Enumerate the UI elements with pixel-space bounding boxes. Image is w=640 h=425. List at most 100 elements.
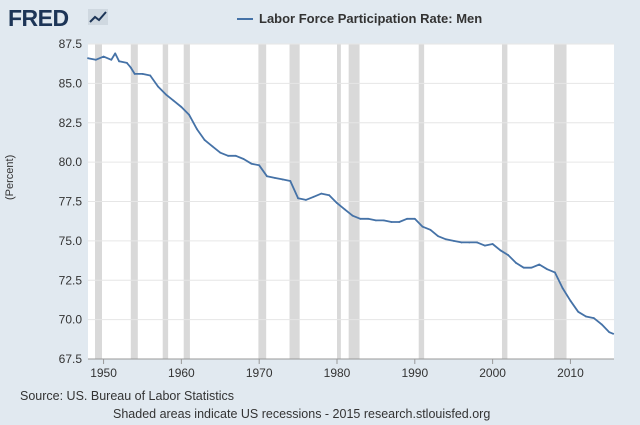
data-point [110,58,113,61]
data-point [172,99,175,102]
data-point [553,271,556,274]
data-point [343,208,346,211]
recession-band [336,44,341,359]
data-point [289,180,292,182]
x-tick-label: 1970 [246,366,273,380]
data-point [203,139,206,141]
data-point [94,58,97,61]
data-point [437,235,440,238]
data-point [196,128,198,130]
data-point [429,228,432,231]
data-point [421,225,424,228]
data-point [577,310,580,313]
data-point [592,317,595,319]
x-tick-label: 2010 [557,366,584,380]
data-point [491,243,494,245]
recession-band [130,44,138,359]
data-point [507,254,510,256]
data-point [359,217,362,220]
data-point [188,113,191,116]
data-point [546,268,548,271]
data-point [102,55,105,58]
data-point [530,266,533,269]
x-tick-label: 1990 [401,366,428,380]
data-point [234,154,237,157]
data-point [258,164,261,167]
recession-note: Shaded areas indicate US recessions - 20… [113,407,491,421]
y-tick-label: 75.0 [59,234,83,248]
data-point [118,60,121,63]
recession-band [554,44,567,359]
data-point [227,154,229,157]
data-point [390,221,393,223]
legend-label: Labor Force Participation Rate: Men [259,11,483,26]
x-tick-label: 2000 [479,366,506,380]
data-point [141,73,144,75]
y-tick-label: 70.0 [59,313,83,327]
data-point [312,195,315,198]
recession-band [418,44,425,359]
recession-band [289,44,300,359]
recession-band [183,44,190,359]
source-text: Source: US. Bureau of Labor Statistics [20,389,234,403]
recession-band [501,44,508,359]
chart-trend-icon [88,9,108,25]
data-point [87,57,89,60]
data-point [297,197,299,200]
data-point [398,221,401,223]
data-point [164,93,167,96]
data-point [460,241,463,244]
data-point [538,263,541,266]
data-point [351,214,354,217]
x-tick-label: 1950 [90,366,117,380]
data-point [374,219,377,222]
data-point [382,219,385,222]
recession-band [258,44,267,359]
data-point [129,66,132,69]
data-point [612,332,615,335]
fred-logo[interactable]: FRED [8,5,69,31]
y-tick-label: 82.5 [59,116,83,130]
data-point [126,62,128,64]
data-point [569,299,572,302]
data-point [219,151,222,154]
data-point [406,217,408,220]
chart-legend: Labor Force Participation Rate: Men [237,11,482,26]
data-point [452,239,455,242]
data-point [281,178,284,181]
plot-area [88,44,614,359]
y-tick-label: 85.0 [59,76,83,90]
y-tick-label: 67.5 [59,352,83,366]
data-point [585,315,587,318]
data-point [266,175,268,178]
legend-swatch [237,17,253,20]
data-point [320,192,323,195]
data-point [476,241,478,244]
data-point [157,85,159,88]
y-tick-label: 77.5 [59,195,83,209]
y-axis-label: (Percent) [4,154,16,200]
data-point [304,199,307,201]
data-point [336,202,338,204]
data-point [114,52,117,55]
data-point [149,74,152,77]
data-point [468,241,471,244]
x-tick-label: 1980 [324,366,351,380]
x-tick-label: 1960 [168,366,195,380]
y-tick-label: 72.5 [59,273,83,287]
data-point [250,162,253,165]
data-point [413,217,416,220]
y-tick-label: 80.0 [59,155,83,169]
data-point [133,73,136,75]
data-point [483,244,486,247]
data-point [242,158,245,160]
data-point [445,238,447,241]
data-point [515,262,517,264]
data-point [499,249,502,252]
recession-band [162,44,169,359]
series-line [87,52,614,335]
data-point [211,145,214,148]
data-point [367,217,370,220]
data-point [522,266,525,269]
